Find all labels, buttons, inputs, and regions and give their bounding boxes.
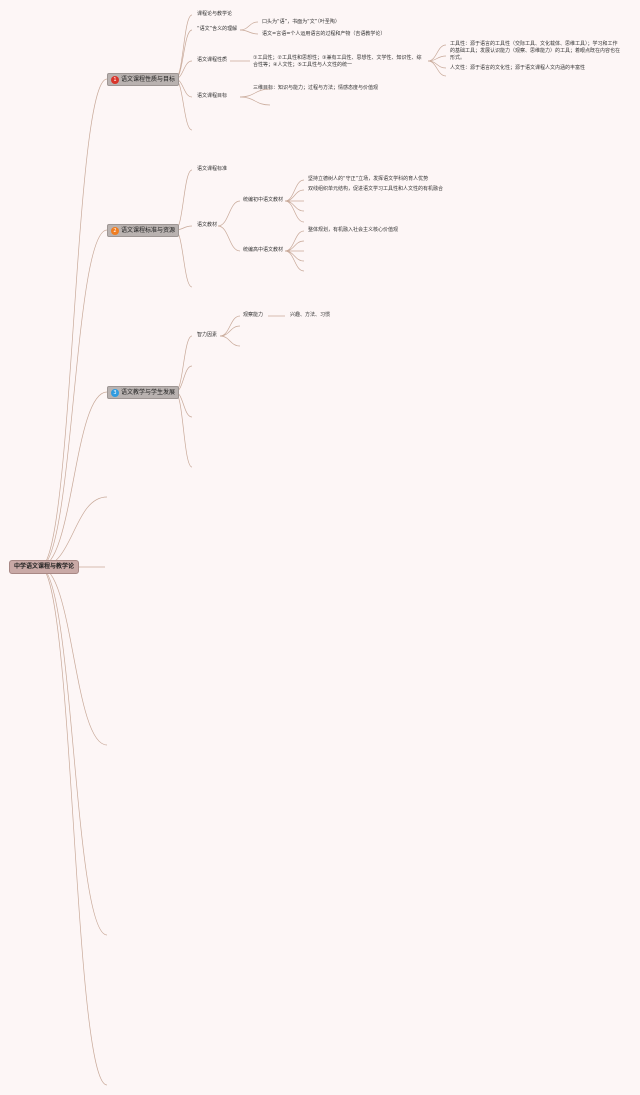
connector (39, 78, 108, 568)
node-leaf[interactable]: 口头为“语”，书面为“文”（叶圣陶） (262, 19, 340, 25)
connector (174, 229, 193, 288)
node-textbook[interactable]: 语文教材 (197, 222, 218, 228)
connector (174, 78, 193, 131)
connector (284, 250, 305, 262)
connector (284, 189, 305, 202)
node-yuwen-meaning[interactable]: “语文”含义的理解 (197, 26, 238, 32)
node-leaf[interactable]: 兴趣、方法、习惯 (290, 312, 331, 318)
branch-node-2[interactable]: 2 语文课程标准与资源 (107, 224, 180, 237)
branch-label: 语文教学与学生发展 (121, 389, 176, 396)
connector (39, 566, 108, 936)
connector (217, 200, 241, 227)
connector (39, 229, 108, 568)
node-nature-detail[interactable]: ①工具性；②工具性和思想性；③兼有工具性、思想性、文学性、知识性、综合性等；④人… (253, 55, 422, 68)
connector (284, 200, 305, 212)
branch-node-1[interactable]: 1 语文课程性质与目标 (107, 73, 180, 86)
node-leaf[interactable]: 整体规划，有机融入社会主义核心价值观 (308, 227, 399, 233)
node-curriculum-nature[interactable]: 语文课程性质 (197, 57, 228, 63)
branch-label: 语文课程性质与目标 (121, 76, 176, 83)
root-node[interactable]: 中学语文课程与教学论 (9, 560, 80, 574)
connector (39, 566, 108, 746)
badge-2-icon: 2 (111, 226, 119, 235)
node-junior-textbook[interactable]: 统编初中语文教材 (243, 197, 284, 203)
connector (239, 21, 259, 31)
node-humanistic[interactable]: 人文性：源于语言的文化性；源于语文课程人文内涵的丰富性 (450, 65, 586, 71)
branch-node-3[interactable]: 3 语文教学与学生发展 (107, 386, 180, 399)
connector (174, 391, 193, 468)
connector (284, 230, 305, 252)
connector (284, 240, 305, 252)
connector (239, 29, 259, 35)
connector (219, 315, 241, 337)
node-leaf[interactable]: 双线组织单元结构，促进语文学习工具性和人文性的有机融合 (308, 186, 444, 192)
connector (174, 335, 193, 393)
node-intellectual-factors[interactable]: 智力因素 (197, 332, 218, 338)
connector (284, 200, 305, 223)
connector (239, 96, 271, 106)
connector (219, 325, 241, 337)
node-leaf[interactable]: 语文=言语=个人运用语言的过程和产物（吉语教学论） (262, 31, 386, 37)
node-observation[interactable]: 观察能力 (243, 312, 264, 318)
node-instrumental[interactable]: 工具性：源于语言的工具性（交际工具、文化载体、思维工具）；学习和工作的基础工具；… (450, 41, 621, 61)
branch-label: 语文课程标准与资源 (121, 227, 176, 234)
badge-3-icon: 3 (111, 388, 119, 397)
connector (39, 496, 108, 568)
connector (427, 60, 447, 77)
connector (239, 88, 271, 98)
node-leaf[interactable]: 坚持立德树人的“守正”立场，发挥语文学科的育人优势 (308, 176, 429, 182)
badge-1-icon: 1 (111, 75, 119, 84)
node-curriculum-theory[interactable]: 课程论与教学论 (197, 11, 233, 17)
node-senior-textbook[interactable]: 统编高中语文教材 (243, 247, 284, 253)
connector (39, 391, 108, 568)
node-leaf[interactable]: 三维目标：知识与能力；过程与方法；情感态度与价值观 (253, 85, 379, 91)
connector (217, 225, 241, 252)
node-curriculum-goals[interactable]: 语文课程目标 (197, 93, 228, 99)
connector (174, 169, 193, 231)
connector (284, 250, 305, 272)
connector (174, 29, 193, 80)
node-curriculum-standard[interactable]: 语文课程标准 (197, 166, 228, 172)
connector (39, 566, 108, 1086)
connector (219, 335, 241, 347)
